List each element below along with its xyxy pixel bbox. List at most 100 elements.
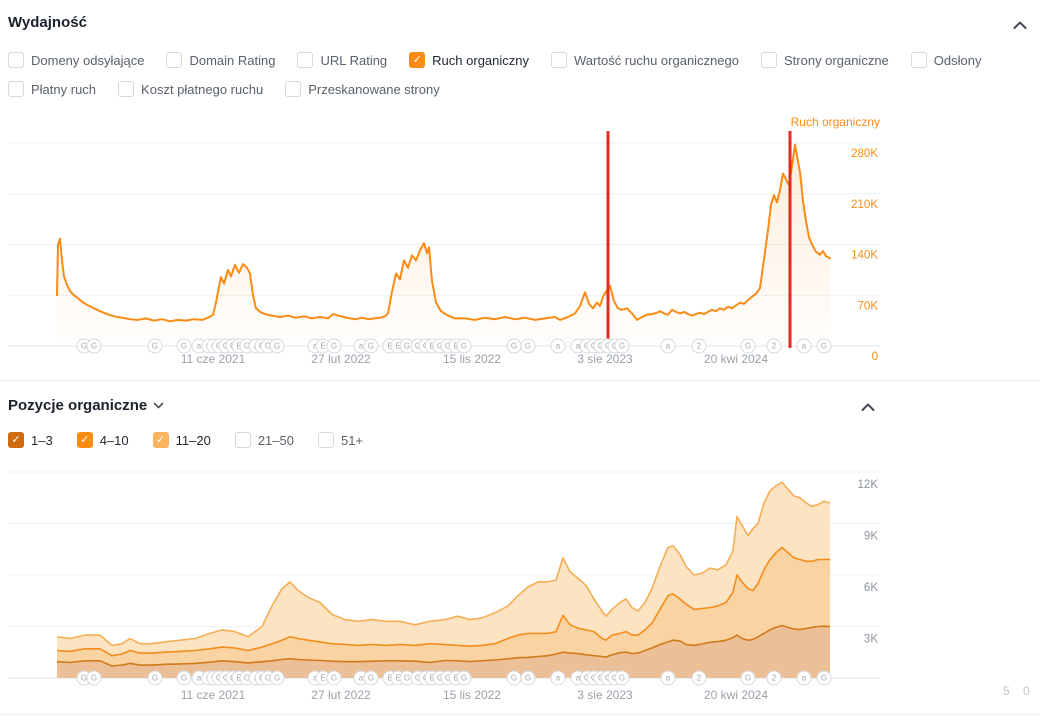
metric-r2-checkbox-2[interactable]: Przeskanowane strony [285, 81, 440, 97]
y-axis-tick-label: 210K [851, 199, 878, 211]
timeline-marker-a-icon[interactable]: a [550, 670, 566, 686]
timeline-marker-G-icon[interactable]: G [269, 338, 285, 354]
svg-text:G: G [81, 674, 87, 683]
svg-text:G: G [525, 674, 531, 683]
y-axis-title: Ruch organiczny [791, 115, 880, 129]
organic-positions-chart[interactable]: GGGGaGGGGGEGaGGGaEGaGEEGGGEGGEGGGaaGGGGG… [0, 455, 1040, 717]
checked-checkbox-icon[interactable]: ✓ [8, 432, 24, 448]
metric-r2-label: Przeskanowane strony [308, 81, 440, 97]
timeline-marker-G-icon[interactable]: G [740, 338, 756, 354]
performance-section-title: Wydajność [8, 14, 87, 31]
unchecked-checkbox-icon[interactable] [910, 52, 927, 68]
timeline-marker-G-icon[interactable]: G [614, 670, 630, 686]
collapse-positions-chevron-up-icon[interactable] [861, 399, 875, 417]
timeline-marker-G-icon[interactable]: G [363, 338, 379, 354]
metric-r1-checkbox-4[interactable]: Wartość ruchu organicznego [551, 52, 739, 68]
positions-section-title[interactable]: Pozycje organiczne [8, 397, 164, 414]
unchecked-checkbox-icon[interactable] [317, 432, 334, 448]
metric-r2-checkbox-0[interactable]: Płatny ruch [8, 81, 96, 97]
metric-r1-checkbox-2[interactable]: URL Rating [297, 52, 387, 68]
range-label: 1–3 [31, 432, 53, 448]
svg-text:a: a [802, 342, 807, 351]
x-axis-date-label: 20 kwi 2024 [704, 352, 768, 366]
svg-text:a: a [359, 674, 364, 683]
performance-metric-toggles-row2: Płatny ruch Koszt płatnego ruchu Przeskano… [8, 81, 440, 97]
x-axis-date-label: 20 kwi 2024 [704, 688, 768, 702]
unchecked-checkbox-icon[interactable] [8, 52, 24, 68]
timeline-marker-G-icon[interactable]: G [456, 338, 472, 354]
timeline-marker-a-icon[interactable]: a [796, 338, 812, 354]
timeline-marker-G-icon[interactable]: G [456, 670, 472, 686]
timeline-marker-G-icon[interactable]: G [86, 670, 102, 686]
svg-text:G: G [437, 674, 443, 683]
timeline-marker-G-icon[interactable]: G [269, 670, 285, 686]
metric-r1-checkbox-0[interactable]: Domeny odsyłające [8, 52, 144, 68]
timeline-marker-G-icon[interactable]: G [326, 670, 342, 686]
timeline-marker-2-icon[interactable]: 2 [766, 338, 782, 354]
timeline-marker-a-icon[interactable]: a [550, 338, 566, 354]
timeline-marker-G-icon[interactable]: G [176, 670, 192, 686]
range-checkbox-3[interactable]: 21–50 [234, 432, 294, 448]
timeline-marker-G-icon[interactable]: G [363, 670, 379, 686]
stray-text: 5 [1003, 684, 1010, 698]
timeline-marker-G-icon[interactable]: G [506, 670, 522, 686]
unchecked-checkbox-icon[interactable] [551, 52, 567, 68]
timeline-marker-a-icon[interactable]: a [660, 338, 676, 354]
unchecked-checkbox-icon[interactable] [285, 81, 302, 97]
metric-r1-checkbox-3[interactable]: ✓ Ruch organiczny [409, 52, 529, 68]
timeline-marker-2-icon[interactable]: 2 [766, 670, 782, 686]
timeline-marker-G-icon[interactable]: G [816, 338, 832, 354]
y-axis-tick-label: 3K [864, 633, 878, 645]
timeline-marker-G-icon[interactable]: G [147, 670, 163, 686]
checked-checkbox-icon[interactable]: ✓ [152, 432, 169, 448]
metric-r2-checkbox-1[interactable]: Koszt płatnego ruchu [118, 81, 263, 97]
svg-text:G: G [274, 674, 280, 683]
svg-text:G: G [91, 342, 97, 351]
checked-checkbox-icon[interactable]: ✓ [409, 52, 426, 68]
svg-text:2: 2 [772, 342, 777, 351]
svg-text:a: a [576, 342, 581, 351]
svg-text:G: G [745, 674, 751, 683]
timeline-marker-G-icon[interactable]: G [176, 338, 192, 354]
range-checkbox-1[interactable]: ✓ 4–10 [76, 432, 129, 448]
range-checkbox-2[interactable]: ✓ 11–20 [152, 432, 211, 448]
metric-r2-label: Płatny ruch [31, 81, 97, 97]
positions-line-1–3 [56, 624, 831, 667]
range-checkbox-0[interactable]: ✓ 1–3 [8, 432, 53, 448]
organic-traffic-chart[interactable]: GGGGaGGGGGEGaGGGaEGaGEEGGGEGGEGGGaaGGGGG… [0, 112, 1040, 368]
unchecked-checkbox-icon[interactable] [8, 81, 24, 97]
metric-r1-label: Ruch organiczny [432, 52, 529, 68]
collapse-performance-chevron-up-icon[interactable] [1013, 17, 1027, 35]
x-axis-date-label: 11 cze 2021 [181, 352, 246, 366]
timeline-marker-2-icon[interactable]: 2 [691, 670, 707, 686]
range-checkbox-4[interactable]: 51+ [317, 432, 363, 448]
timeline-marker-G-icon[interactable]: G [326, 338, 342, 354]
timeline-marker-G-icon[interactable]: G [86, 338, 102, 354]
metric-r1-checkbox-6[interactable]: Odsłony [910, 52, 982, 68]
timeline-marker-2-icon[interactable]: 2 [691, 338, 707, 354]
timeline-marker-G-icon[interactable]: G [740, 670, 756, 686]
unchecked-checkbox-icon[interactable] [118, 81, 135, 97]
metric-r1-checkbox-5[interactable]: Strony organiczne [761, 52, 889, 68]
svg-text:a: a [197, 342, 202, 351]
unchecked-checkbox-icon[interactable] [166, 52, 183, 68]
timeline-marker-a-icon[interactable]: a [796, 670, 812, 686]
x-axis-date-label: 3 sie 2023 [577, 352, 633, 366]
timeline-marker-G-icon[interactable]: G [147, 338, 163, 354]
timeline-marker-G-icon[interactable]: G [614, 338, 630, 354]
timeline-marker-G-icon[interactable]: G [816, 670, 832, 686]
svg-text:2: 2 [697, 342, 702, 351]
metric-r1-label: Odsłony [933, 52, 982, 68]
svg-text:E: E [236, 342, 241, 351]
checked-checkbox-icon[interactable]: ✓ [76, 432, 93, 448]
unchecked-checkbox-icon[interactable] [234, 432, 251, 448]
section-divider [0, 380, 1040, 381]
unchecked-checkbox-icon[interactable] [761, 52, 777, 68]
metric-r1-checkbox-1[interactable]: Domain Rating [166, 52, 275, 68]
unchecked-checkbox-icon[interactable] [297, 52, 314, 68]
timeline-marker-G-icon[interactable]: G [520, 670, 536, 686]
y-axis-tick-label: 280K [851, 148, 878, 160]
timeline-marker-a-icon[interactable]: a [660, 670, 676, 686]
timeline-marker-G-icon[interactable]: G [520, 338, 536, 354]
timeline-marker-G-icon[interactable]: G [506, 338, 522, 354]
